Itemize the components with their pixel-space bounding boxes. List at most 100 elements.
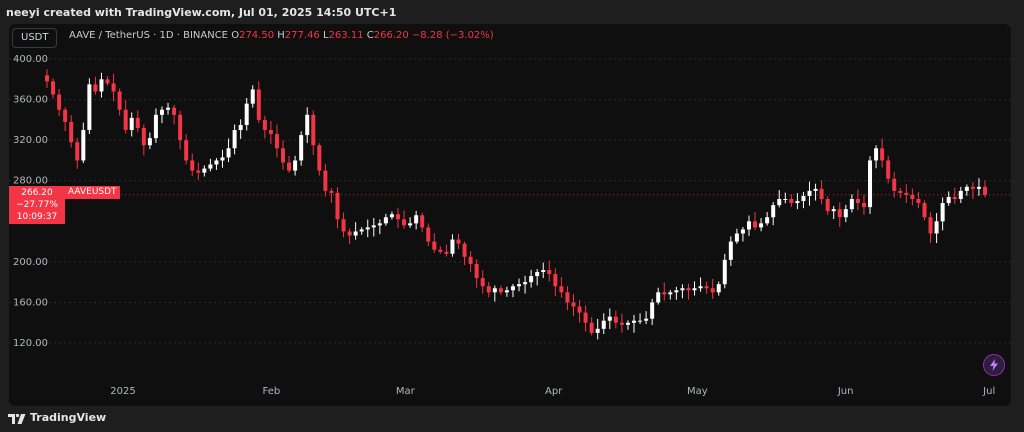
candle-body [468,256,473,264]
candle-body [892,178,897,191]
candle-body [898,190,903,193]
x-tick-label: Jun [837,386,854,397]
candle-body [383,217,388,224]
candle-body [571,302,576,307]
bolt-icon[interactable] [983,354,1005,376]
price-chart[interactable]: 400.00 360.00 320.00 280.00 200.00 160.00 120.… [9,24,1011,406]
candle-body [680,288,685,291]
candle-body [159,109,164,115]
candle-body [529,276,534,283]
candle-body [299,135,304,161]
candle-body [256,89,261,120]
candle-body [946,196,951,204]
candle-body [141,128,146,146]
candle-body [583,312,588,323]
candle-body [861,203,866,208]
candle-body [172,107,177,115]
y-tick-label: 120.00 [13,338,48,349]
candle-body [323,170,328,191]
candle-body [117,91,122,110]
creator-caption: neeyi created with TradingView.com, Jul … [6,6,397,19]
candle-body [402,219,407,226]
candle-body [365,227,370,230]
candle-body [45,75,49,82]
candle-body [686,288,691,291]
x-tick-label: 2025 [110,386,135,397]
candle-body [93,84,98,92]
candle-body [281,148,286,163]
candle-body [904,192,909,195]
chart-panel[interactable]: 400.00 360.00 320.00 280.00 200.00 160.00 120.… [9,24,1011,406]
candle-body [704,286,709,289]
candle-body [293,160,298,171]
candle-body [535,272,540,277]
candle-body [395,214,400,220]
candle-body [178,114,183,141]
candle-body [166,107,171,110]
footer-brand: TradingView [30,411,107,424]
ohlc-legend: AAVE / TetherUS · 1D · BINANCE O274.50 H… [69,30,494,41]
candle-body [99,79,104,92]
candle-body [498,288,503,293]
candle-body [716,284,721,293]
candle-body [432,241,437,250]
candle-body [613,316,618,323]
candle-body [129,117,134,131]
candle-body [51,81,56,95]
candle-body [668,292,673,295]
candle-body [632,320,637,323]
candle-body [656,292,661,303]
candle-body [87,84,92,131]
candle-body [371,225,376,228]
candle-body [474,263,479,279]
footer-bar: TradingView [0,406,1024,432]
candle-body [226,148,231,158]
candle-body [698,286,703,289]
candle-body [408,223,413,226]
candle-body [480,278,485,287]
candle-body [777,199,782,206]
candle-body [740,229,745,234]
candle-body [69,121,74,143]
candle-body [662,292,667,295]
candle-body [795,201,800,204]
candle-body [287,162,292,171]
candle-body [644,318,649,321]
candle-body [916,199,921,204]
candle-body [874,148,879,161]
candle-body [813,188,818,191]
candle-body [553,274,558,287]
candle-body [843,209,848,218]
last-price-symbol: AAVEUSDT [65,186,120,199]
y-tick-label: 360.00 [13,95,48,106]
x-tick-label: Jul [982,386,995,397]
candle-body [486,286,491,293]
candle-body [771,205,776,218]
candle-body [208,164,213,169]
candle-body [819,188,824,200]
candle-body [849,199,854,210]
candle-body [958,190,963,200]
currency-button[interactable]: USDT [12,28,58,48]
candle-body [311,114,316,146]
candle-body [541,270,546,273]
candle-body [347,231,352,236]
candle-body [105,79,110,84]
candle-body [855,199,860,204]
candle-body [359,229,364,232]
candle-body [414,215,419,224]
tradingview-logo[interactable]: TradingView [8,411,106,424]
x-tick-label: May [687,386,708,397]
candle-body [238,124,243,131]
candle-body [335,192,340,220]
candle-body [420,215,425,228]
candle-body [341,219,346,232]
candle-body [232,130,237,149]
candle-body [734,233,739,242]
candle-body [214,160,219,165]
candle-body [710,288,715,293]
candle-body [135,117,140,129]
candle-body [722,259,727,285]
candle-body [523,282,528,285]
candle-body [728,241,733,260]
